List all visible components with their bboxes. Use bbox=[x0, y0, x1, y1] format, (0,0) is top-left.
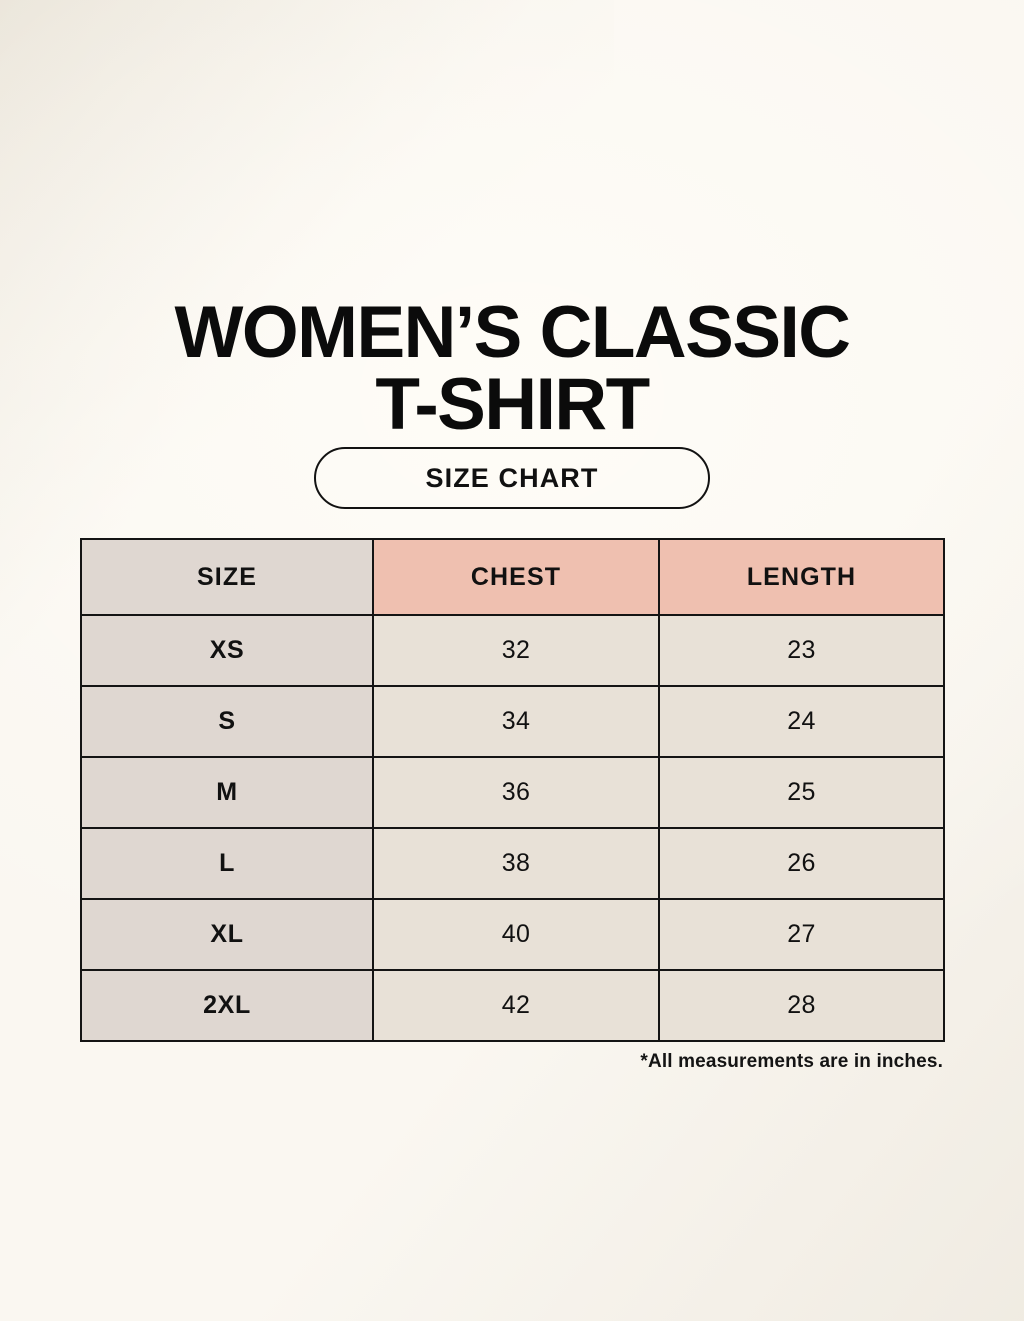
table-body: XS 32 23 S 34 24 M 36 25 L 38 26 XL 40 bbox=[80, 614, 945, 1042]
cell-chest: 40 bbox=[372, 898, 660, 971]
cell-length: 26 bbox=[658, 827, 945, 900]
cell-chest: 34 bbox=[372, 685, 660, 758]
table-row: XL 40 27 bbox=[80, 898, 945, 971]
size-chart-badge: SIZE CHART bbox=[314, 447, 710, 509]
table-header: SIZE CHEST LENGTH bbox=[80, 538, 945, 616]
table-row: M 36 25 bbox=[80, 756, 945, 829]
cell-size: S bbox=[80, 685, 374, 758]
cell-length: 28 bbox=[658, 969, 945, 1042]
cell-size: XL bbox=[80, 898, 374, 971]
cell-size: M bbox=[80, 756, 374, 829]
column-header-length: LENGTH bbox=[658, 538, 945, 616]
table-row: XS 32 23 bbox=[80, 614, 945, 687]
cell-chest: 42 bbox=[372, 969, 660, 1042]
table-row: S 34 24 bbox=[80, 685, 945, 758]
cell-size: L bbox=[80, 827, 374, 900]
table-header-row: SIZE CHEST LENGTH bbox=[80, 538, 945, 616]
cell-length: 27 bbox=[658, 898, 945, 971]
size-chart-table: SIZE CHEST LENGTH XS 32 23 S 34 24 M 36 … bbox=[80, 538, 945, 1042]
table-row: 2XL 42 28 bbox=[80, 969, 945, 1042]
cell-chest: 36 bbox=[372, 756, 660, 829]
column-header-chest: CHEST bbox=[372, 538, 660, 616]
measurements-footnote: *All measurements are in inches. bbox=[640, 1051, 943, 1072]
cell-chest: 32 bbox=[372, 614, 660, 687]
table-row: L 38 26 bbox=[80, 827, 945, 900]
cell-size: 2XL bbox=[80, 969, 374, 1042]
cell-size: XS bbox=[80, 614, 374, 687]
page-title: WOMEN’S CLASSIC T-SHIRT bbox=[174, 291, 851, 445]
size-chart-badge-label: SIZE CHART bbox=[425, 462, 599, 493]
column-header-size: SIZE bbox=[80, 538, 374, 616]
cell-length: 23 bbox=[658, 614, 945, 687]
cell-length: 25 bbox=[658, 756, 945, 829]
cell-length: 24 bbox=[658, 685, 945, 758]
cell-chest: 38 bbox=[372, 827, 660, 900]
